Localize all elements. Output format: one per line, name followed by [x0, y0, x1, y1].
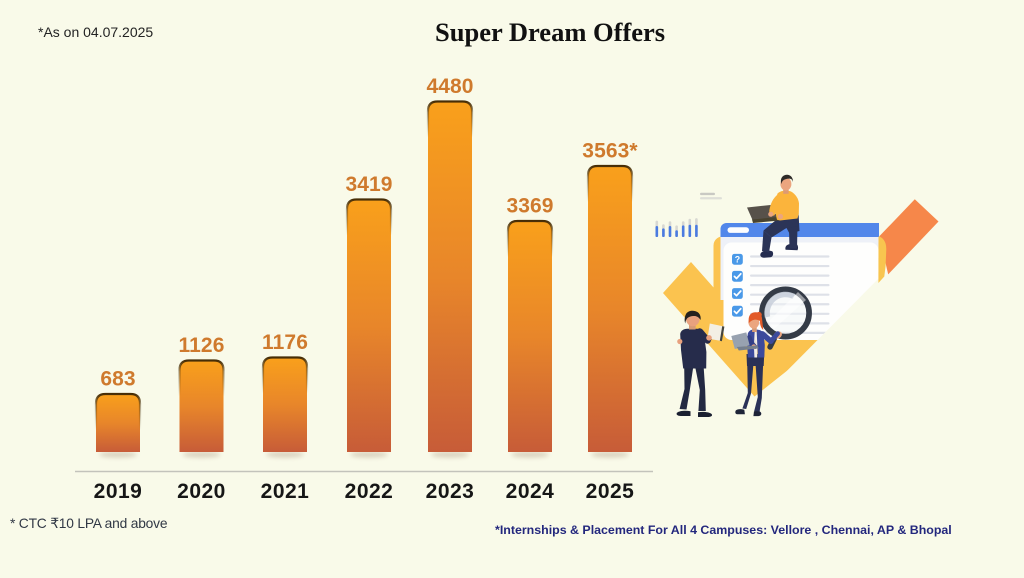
svg-text:2024: 2024 [506, 480, 555, 503]
svg-text:2020: 2020 [177, 480, 226, 503]
svg-text:3419: 3419 [345, 173, 392, 196]
svg-text:1176: 1176 [262, 331, 308, 354]
svg-text:2019: 2019 [94, 480, 143, 503]
svg-text:3369: 3369 [506, 195, 553, 218]
svg-text:2023: 2023 [426, 480, 475, 503]
svg-text:2021: 2021 [261, 480, 310, 503]
svg-text:2022: 2022 [345, 480, 394, 503]
svg-text:1126: 1126 [179, 334, 225, 357]
svg-text:3563*: 3563* [582, 140, 638, 163]
svg-text:4480: 4480 [426, 75, 473, 98]
svg-text:683: 683 [100, 368, 135, 391]
svg-text:?: ? [735, 254, 740, 264]
svg-text:2025: 2025 [586, 480, 635, 503]
